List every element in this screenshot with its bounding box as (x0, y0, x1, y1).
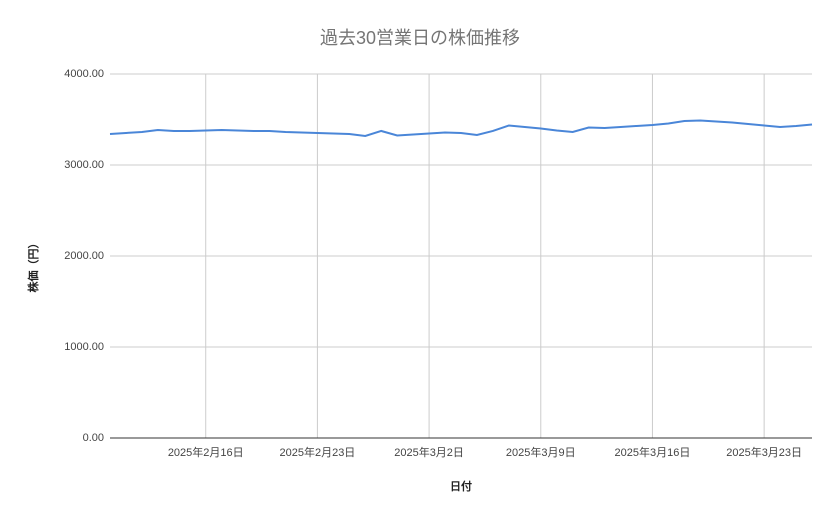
x-tick-label: 2025年3月23日 (726, 445, 802, 459)
line-series (109, 119, 813, 137)
y-tick-label: 3000.00 (64, 159, 104, 171)
y-tick-label: 1000.00 (64, 341, 104, 353)
x-tick-label: 2025年3月16日 (615, 445, 691, 459)
x-tick-label: 2025年2月16日 (168, 445, 244, 459)
x-tick-label: 2025年2月23日 (279, 445, 355, 459)
x-axis-title: 日付 (450, 479, 472, 493)
y-axis-title: 株価（円） (26, 238, 40, 293)
y-tick-label: 0.00 (83, 432, 104, 444)
y-tick-label: 4000.00 (64, 68, 104, 80)
x-tick-label: 2025年3月9日 (506, 445, 576, 459)
chart-title: 過去30営業日の株価推移 (320, 28, 520, 48)
y-tick-label: 2000.00 (64, 250, 104, 262)
x-tick-label: 2025年3月2日 (394, 445, 464, 459)
